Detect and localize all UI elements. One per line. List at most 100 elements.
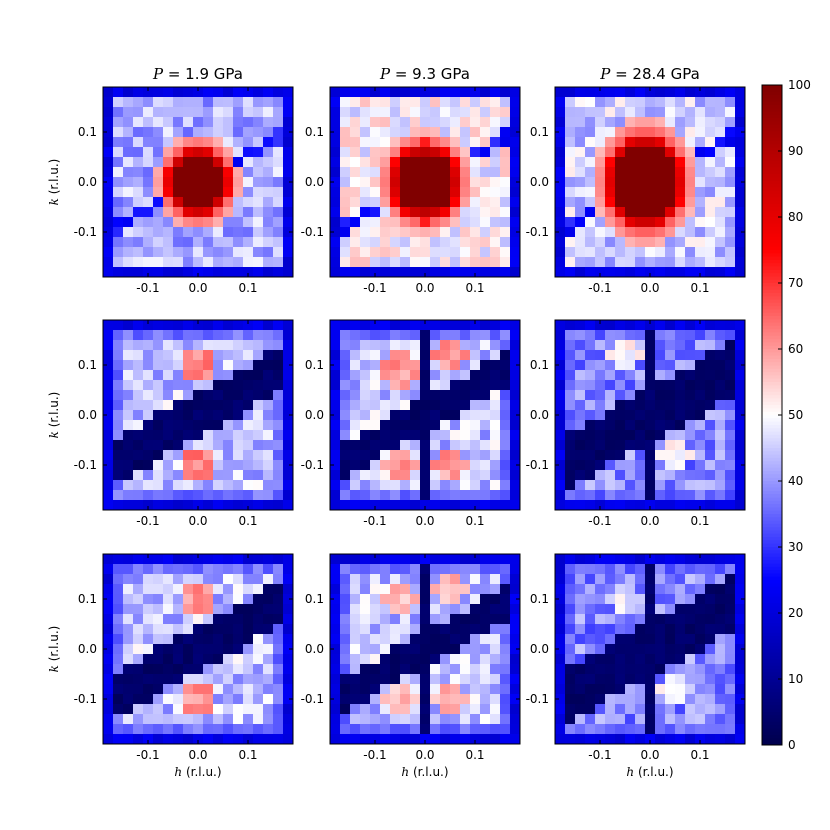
heatmap-cell <box>380 97 391 108</box>
colorbar-segment <box>762 236 782 241</box>
heatmap-cell <box>390 704 401 715</box>
heatmap-cell <box>450 714 461 725</box>
heatmap-cell <box>735 267 746 278</box>
heatmap-cell <box>725 634 736 645</box>
heatmap-cell <box>440 644 451 655</box>
heatmap-cell <box>615 664 626 675</box>
colorbar-segment <box>762 329 782 333</box>
heatmap-cell <box>695 247 706 258</box>
heatmap-cell <box>103 267 114 278</box>
heatmap-cell <box>615 674 626 685</box>
heatmap-cell <box>715 614 726 625</box>
colorbar-segment <box>762 431 782 436</box>
heatmap-cell <box>203 654 214 665</box>
heatmap-cell <box>400 624 411 635</box>
heatmap-cell <box>625 370 636 381</box>
heatmap-cell <box>173 704 184 715</box>
colorbar-segment <box>762 358 782 363</box>
colorbar-segment <box>762 642 782 647</box>
heatmap-cell <box>400 654 411 665</box>
heatmap-cell <box>410 734 421 745</box>
heatmap-cell <box>143 460 154 471</box>
heatmap-cell <box>625 267 636 278</box>
heatmap-cell <box>410 137 421 148</box>
heatmap-cell <box>213 450 224 461</box>
heatmap-cell <box>243 370 254 381</box>
colorbar-segment <box>762 312 782 317</box>
heatmap-cell <box>183 350 194 361</box>
heatmap-cell <box>133 584 144 595</box>
heatmap-cell <box>143 734 154 745</box>
heatmap-cell <box>555 430 566 441</box>
heatmap-cell <box>213 654 224 665</box>
heatmap-cell <box>725 614 736 625</box>
colorbar-segment <box>762 203 782 208</box>
heatmap-cell <box>450 137 461 148</box>
heatmap-cell <box>430 554 441 565</box>
heatmap-cell <box>193 584 204 595</box>
heatmap-cell <box>635 624 646 635</box>
heatmap-cell <box>500 127 511 138</box>
heatmap-cell <box>615 490 626 501</box>
heatmap-cell <box>113 147 124 158</box>
heatmap-cell <box>420 704 431 715</box>
heatmap-cell <box>400 237 411 248</box>
heatmap-cell <box>243 227 254 238</box>
heatmap-cell <box>470 664 481 675</box>
heatmap-cell <box>340 654 351 665</box>
heatmap-cell <box>705 674 716 685</box>
heatmap-cell <box>103 594 114 605</box>
heatmap-cell <box>263 177 274 188</box>
heatmap-cell <box>595 654 606 665</box>
heatmap-cell <box>193 734 204 745</box>
heatmap-cell <box>173 490 184 501</box>
heatmap-cell <box>203 704 214 715</box>
heatmap-cell <box>695 400 706 411</box>
colorbar-segment <box>762 523 782 528</box>
heatmap-cell <box>500 87 511 98</box>
heatmap-cell <box>410 724 421 735</box>
heatmap-cell <box>203 247 214 258</box>
heatmap-cell <box>410 350 421 361</box>
heatmap-cell <box>450 330 461 341</box>
heatmap-cell <box>113 257 124 268</box>
heatmap-cell <box>555 370 566 381</box>
heatmap-cell <box>575 390 586 401</box>
heatmap-cell <box>430 594 441 605</box>
heatmap-cell <box>153 167 164 178</box>
heatmap-cell <box>705 724 716 735</box>
heatmap-cell <box>470 97 481 108</box>
heatmap-cell <box>695 460 706 471</box>
heatmap-cell <box>183 247 194 258</box>
colorbar-segment <box>762 289 782 294</box>
heatmap-cell <box>715 87 726 98</box>
heatmap-cell <box>665 574 676 585</box>
heatmap-cell <box>193 237 204 248</box>
colorbar-segment <box>762 127 782 132</box>
heatmap-cell <box>153 340 164 351</box>
panel-r1-c2: -0.1 0.0 0.1-0.10.00.1P = 9.3 GPa <box>301 65 521 295</box>
heatmap-cell <box>340 624 351 635</box>
heatmap-cell <box>173 694 184 705</box>
heatmap-cell <box>470 400 481 411</box>
heatmap-cell <box>330 714 341 725</box>
heatmap-cell <box>103 674 114 685</box>
heatmap-cell <box>153 370 164 381</box>
heatmap-cell <box>655 117 666 128</box>
heatmap-cell <box>420 137 431 148</box>
heatmap-cell <box>705 360 716 371</box>
heatmap-cell <box>565 684 576 695</box>
heatmap-cell <box>555 614 566 625</box>
colorbar-segment <box>762 586 782 591</box>
heatmap-cell <box>330 237 341 248</box>
heatmap-cell <box>153 257 164 268</box>
heatmap-cell <box>420 724 431 735</box>
heatmap-cell <box>330 177 341 188</box>
heatmap-cell <box>480 157 491 168</box>
heatmap-cell <box>715 147 726 158</box>
heatmap-cell <box>645 167 656 178</box>
heatmap-cell <box>173 147 184 158</box>
heatmap-cell <box>390 470 401 481</box>
heatmap-cell <box>233 267 244 278</box>
heatmap-cell <box>450 217 461 228</box>
